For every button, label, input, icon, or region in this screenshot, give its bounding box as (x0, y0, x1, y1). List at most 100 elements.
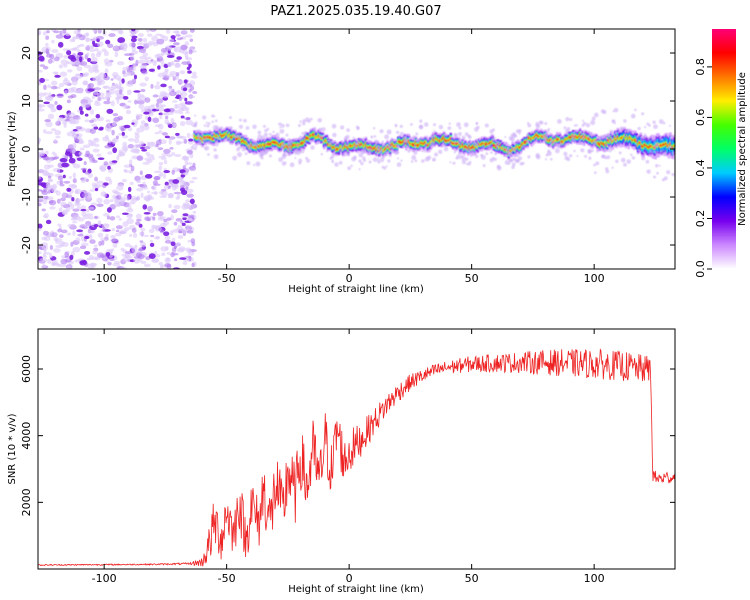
trace-column (446, 139, 450, 142)
trace-column (382, 149, 385, 153)
noise-speck (39, 77, 45, 83)
noise-speck (144, 157, 152, 161)
trace-speck (309, 117, 313, 121)
trace-column (588, 138, 591, 141)
trace-column (334, 148, 338, 151)
noise-speck (38, 195, 45, 201)
noise-speck (57, 228, 63, 233)
noise-speck (166, 252, 171, 255)
noise-speck (69, 148, 77, 155)
trace-column (623, 134, 626, 137)
trace-speck (446, 133, 449, 136)
noise-speck (137, 37, 143, 42)
trace-speck (448, 122, 451, 125)
trace-column (448, 139, 451, 142)
noise-speck (167, 185, 171, 189)
trace-speck (671, 151, 675, 155)
trace-speck (287, 143, 291, 147)
trace-speck (549, 139, 555, 144)
noise-speck (167, 73, 175, 78)
trace-speck (595, 161, 600, 166)
noise-speck (109, 199, 114, 203)
trace-column (242, 139, 245, 142)
trace-column (441, 138, 445, 140)
trace-speck (295, 150, 301, 156)
noise-speck (184, 97, 188, 102)
trace-column (212, 137, 215, 140)
trace-speck (318, 134, 323, 139)
noise-speck (150, 104, 156, 107)
noise-speck (134, 175, 141, 182)
trace-column (503, 148, 507, 151)
trace-speck (204, 145, 210, 151)
noise-speck (67, 192, 72, 199)
noise-speck (42, 255, 48, 258)
noise-speck (170, 241, 176, 247)
trace-column (626, 136, 629, 138)
trace-speck (547, 128, 551, 131)
trace-column (658, 143, 661, 146)
noise-speck (110, 78, 114, 81)
noise-speck (57, 116, 64, 122)
trace-column (273, 141, 276, 144)
noise-speck (45, 219, 52, 225)
noise-speck (85, 213, 94, 217)
noise-speck (107, 151, 113, 155)
noise-speck (81, 235, 85, 242)
noise-speck (158, 262, 164, 266)
trace-speck (649, 149, 654, 154)
trace-column (337, 148, 341, 151)
trace-speck (468, 163, 471, 166)
trace-column (370, 146, 373, 149)
trace-speck (543, 137, 548, 143)
trace-speck (280, 145, 284, 149)
noise-speck (45, 183, 50, 188)
trace-speck (535, 153, 540, 158)
noise-speck (89, 157, 93, 164)
noise-speck (117, 29, 123, 34)
noise-speck (163, 170, 171, 174)
trace-speck (651, 137, 656, 142)
trace-column (617, 137, 621, 141)
noise-speck (137, 183, 144, 187)
noise-speck (62, 79, 70, 85)
noise-speck (72, 217, 79, 221)
trace-speck (202, 138, 205, 142)
noise-speck (126, 208, 134, 213)
noise-speck (38, 251, 42, 255)
noise-speck (129, 55, 135, 61)
noise-speck (162, 173, 167, 179)
trace-speck (296, 147, 300, 151)
trace-column (531, 136, 535, 139)
noise-speck (161, 92, 170, 98)
trace-column (644, 144, 648, 147)
trace-speck (569, 118, 573, 122)
noise-speck (61, 255, 65, 259)
trace-speck (331, 123, 337, 129)
noise-speck (102, 96, 110, 100)
trace-speck (645, 159, 650, 164)
noise-speck (106, 128, 112, 133)
trace-column (499, 144, 502, 147)
trace-column (663, 143, 667, 146)
noise-speck (97, 157, 105, 161)
noise-speck (156, 81, 160, 85)
noise-speck (55, 135, 61, 139)
trace-speck (297, 123, 302, 127)
noise-speck (47, 113, 55, 120)
noise-speck (99, 126, 104, 130)
noise-speck (158, 161, 164, 166)
x-tick-label: 100 (584, 572, 605, 585)
trace-speck (206, 124, 210, 128)
noise-speck (161, 35, 169, 42)
trace-speck (544, 158, 548, 161)
noise-speck (103, 75, 110, 81)
trace-speck (243, 118, 247, 123)
noise-speck (76, 157, 83, 161)
noise-speck (111, 138, 117, 145)
trace-column (365, 145, 369, 148)
noise-speck (123, 124, 131, 129)
noise-speck (128, 204, 132, 210)
trace-column (380, 147, 384, 150)
noise-speck (54, 100, 58, 105)
